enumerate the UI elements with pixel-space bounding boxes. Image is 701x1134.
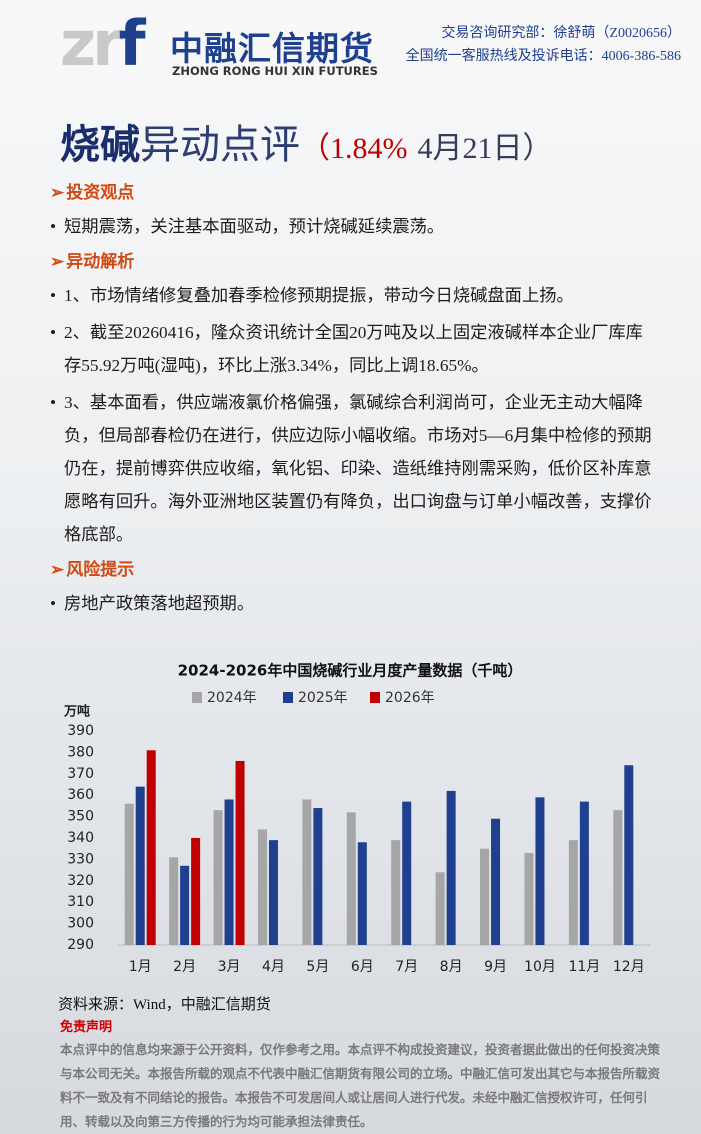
logo-mark: zrf [60,7,146,80]
x-tick-label: 7月 [395,959,418,975]
legend-label: 2025年 [298,690,348,706]
bar [302,799,312,945]
logo-text: 中融汇信期货 [170,29,374,68]
bar [480,848,490,945]
bar [146,750,156,945]
bar [357,842,367,945]
bar [313,808,323,945]
legend-label: 2026年 [385,690,435,706]
title: 烧碱异动点评（1.84% 4月21日） [60,112,553,170]
x-tick-label: 6月 [351,959,374,975]
x-tick-label: 10月 [524,959,556,975]
bar [613,810,623,945]
bullet-text: 短期震荡，关注基本面驱动，预计烧碱延续震荡。 [50,210,660,243]
y-tick-label: 320 [67,873,94,889]
y-tick-label: 350 [67,809,94,825]
bar [180,865,190,945]
x-tick-label: 8月 [440,959,463,975]
x-tick-label: 4月 [262,959,285,975]
logo-mark-left: zr [60,7,123,80]
bar [235,760,245,945]
y-tick-label: 330 [67,851,94,867]
sections: 投资观点短期震荡，关注基本面驱动，预计烧碱延续震荡。异动解析1、市场情绪修复叠加… [50,178,660,624]
disclaimer-heading: 免责声明 [60,1020,113,1035]
y-tick-label: 300 [67,916,94,932]
bar [124,803,134,945]
title-product: 烧碱 [60,122,140,167]
contact: 交易咨询研究部：徐舒萌（Z0020656） [441,26,681,41]
bar [135,786,145,945]
y-tick-label: 360 [67,787,94,803]
legend-swatch [192,692,202,703]
y-tick-label: 380 [67,744,94,760]
x-tick-label: 11月 [568,959,600,975]
title-kind: 异动点评 [140,122,300,167]
x-tick-label: 3月 [218,959,241,975]
contact: 全国统一客服热线及投诉电话：4006-386-586 [405,49,681,64]
x-tick-label: 9月 [484,959,507,975]
chart-title: 2024-2026年中国烧碱行业月度产量数据（千吨） [178,662,523,680]
bullet-text: 1、市场情绪修复叠加春季检修预期提振，带动今日烧碱盘面上扬。 [50,279,660,312]
bar [579,801,589,945]
bar [169,857,179,945]
bar [224,799,234,945]
bar [624,765,634,945]
section-heading: 异动解析 [50,247,660,277]
bar [535,797,545,945]
bar [191,838,201,945]
bar [491,818,501,945]
chart: 2024-2026年中国烧碱行业月度产量数据（千吨） 万吨 290 300 310 3… [63,662,651,975]
bullet-text: 2、截至20260416，隆众资讯统计全国20万吨及以上固定液碱样本企业厂库库存… [50,316,660,382]
x-tick-label: 5月 [306,959,329,975]
y-tick-label: 290 [67,937,94,953]
title-date: 4月21日 [417,132,523,165]
legend-swatch [283,692,293,703]
bar [268,840,278,945]
bullet-text: 3、基本面看，供应端液氯价格偏强，氯碱综合利润尚可，企业无主动大幅降负，但局部春… [50,386,660,551]
paren: （ [300,132,330,165]
y-tick-label: 370 [67,766,94,782]
y-tick-label: 310 [67,894,94,910]
section-heading: 风险提示 [50,555,660,585]
disclaimer-text: 本点评中的信息均来源于公开资料，仅作参考之用。本点评不构成投资建议，投资者据此做… [60,1042,661,1129]
logo-mark-right: f [118,7,146,80]
bar [435,872,445,945]
source: 资料来源：Wind，中融汇信期货 [58,997,271,1013]
section-heading: 投资观点 [50,178,660,208]
y-axis-label: 万吨 [63,704,90,720]
bar [568,840,578,945]
paren: ） [522,132,553,165]
x-tick-label: 1月 [129,959,152,975]
bar [213,810,223,945]
y-tick-label: 340 [67,830,94,846]
bullet-text: 房地产政策落地超预期。 [50,587,660,620]
legend-label: 2024年 [207,690,257,706]
x-tick-label: 2月 [173,959,196,975]
legend-swatch [370,692,380,703]
title-change: 1.84% [330,132,408,165]
logo-sub: ZHONG RONG HUI XIN FUTURES [172,64,378,78]
x-tick-label: 12月 [613,959,645,975]
y-tick-label: 390 [67,723,94,739]
bar [402,801,412,945]
bar [524,852,534,945]
bar [446,790,456,945]
bar [391,840,401,945]
bar [257,829,267,945]
bar [346,812,356,945]
